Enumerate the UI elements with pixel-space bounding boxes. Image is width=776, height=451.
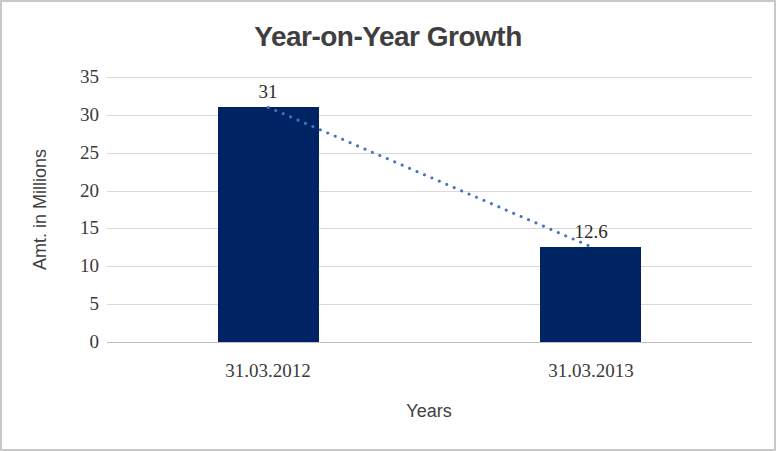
y-tick-label: 25 <box>49 143 99 163</box>
bar <box>540 247 641 342</box>
y-tick-label: 15 <box>49 218 99 238</box>
gridline <box>107 228 752 229</box>
gridline <box>107 115 752 116</box>
gridline <box>107 77 752 78</box>
gridline <box>107 304 752 305</box>
y-tick-label: 10 <box>49 256 99 276</box>
bar-data-label: 12.6 <box>551 222 631 242</box>
gridline <box>107 342 752 343</box>
bar-data-label: 31 <box>228 82 308 102</box>
chart-frame-border <box>0 0 776 451</box>
y-tick-label: 5 <box>49 294 99 314</box>
chart-container: Year-on-Year Growth Amt. in Millions Yea… <box>0 0 776 451</box>
x-tick-label: 31.03.2013 <box>511 361 671 381</box>
y-tick-label: 30 <box>49 105 99 125</box>
y-axis-title: Amt. in Millions <box>30 135 51 285</box>
x-tick-label: 31.03.2012 <box>188 361 348 381</box>
chart-title: Year-on-Year Growth <box>0 21 776 53</box>
y-tick-label: 35 <box>49 67 99 87</box>
y-tick-label: 20 <box>49 181 99 201</box>
gridline <box>107 266 752 267</box>
gridline <box>107 191 752 192</box>
x-axis-title: Years <box>354 401 504 422</box>
gridline <box>107 153 752 154</box>
bar <box>218 107 319 342</box>
trend-line-layer <box>0 0 776 451</box>
y-tick-label: 0 <box>49 332 99 352</box>
